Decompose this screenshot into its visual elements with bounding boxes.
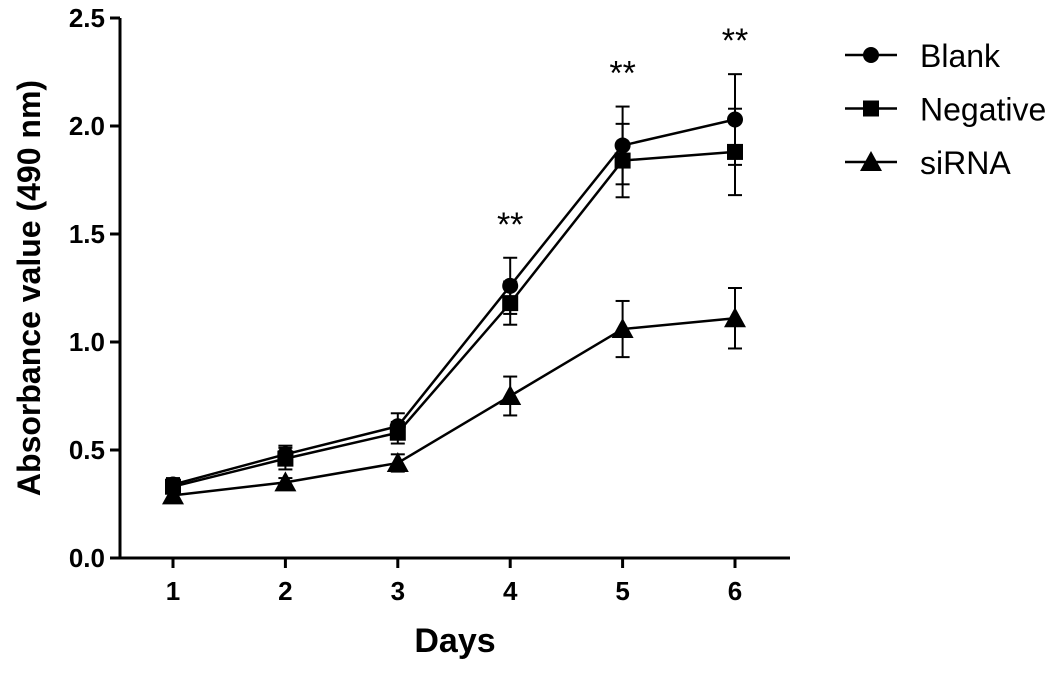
legend-item-sirna: siRNA xyxy=(845,145,1011,181)
data-point xyxy=(499,385,522,405)
legend-item-negative: Negative xyxy=(845,92,1046,128)
x-tick-label: 1 xyxy=(166,576,180,606)
data-point xyxy=(614,152,631,169)
x-axis-label: Days xyxy=(414,622,495,660)
x-tick-label: 5 xyxy=(615,576,629,606)
x-tick-label: 6 xyxy=(728,576,742,606)
data-point xyxy=(162,484,184,505)
data-point xyxy=(389,424,406,441)
data-point xyxy=(277,450,294,467)
y-axis-label: Absorbance value (490 nm) xyxy=(11,80,47,496)
y-tick-label: 1.0 xyxy=(69,327,105,357)
legend-label: siRNA xyxy=(920,145,1011,181)
data-point xyxy=(274,471,297,492)
series-line xyxy=(172,150,736,488)
significance-marker: ** xyxy=(609,55,635,93)
y-tick-label: 2.0 xyxy=(69,111,105,141)
significance-marker: ** xyxy=(497,206,523,244)
legend-marker xyxy=(863,100,879,117)
series-negative xyxy=(165,107,743,495)
significance-marker: ** xyxy=(722,22,748,60)
data-point xyxy=(386,451,409,472)
data-point xyxy=(727,143,743,160)
data-point xyxy=(611,318,634,339)
y-tick-label: 0.5 xyxy=(69,435,105,465)
y-tick-label: 0.0 xyxy=(69,543,105,573)
y-tick-label: 2.5 xyxy=(69,3,105,33)
legend-label: Blank xyxy=(920,38,1001,74)
data-point xyxy=(724,307,746,328)
series-line xyxy=(172,316,736,497)
legend-label: Negative xyxy=(920,92,1046,128)
legend-marker xyxy=(860,151,882,171)
data-point xyxy=(502,295,519,312)
y-tick-label: 1.5 xyxy=(69,219,105,249)
series-sirna xyxy=(162,287,746,505)
series-line xyxy=(172,118,736,486)
x-tick-label: 3 xyxy=(391,576,405,606)
legend-marker xyxy=(863,47,879,63)
x-tick-label: 4 xyxy=(503,576,518,606)
legend-item-blank: Blank xyxy=(845,38,1001,74)
x-tick-label: 2 xyxy=(278,576,292,606)
